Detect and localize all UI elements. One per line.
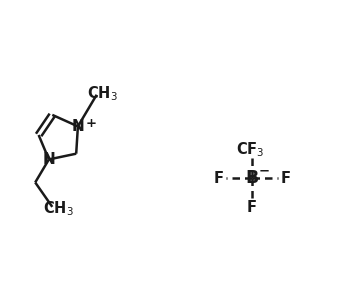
Text: +: + bbox=[86, 117, 97, 130]
Text: B: B bbox=[245, 169, 259, 187]
Text: CH$_3$: CH$_3$ bbox=[87, 84, 118, 103]
Text: N: N bbox=[42, 152, 55, 167]
Text: F: F bbox=[280, 171, 290, 186]
Text: CF$_3$: CF$_3$ bbox=[236, 140, 264, 159]
Text: N: N bbox=[71, 119, 84, 134]
Text: CH$_3$: CH$_3$ bbox=[43, 199, 74, 218]
Text: −: − bbox=[259, 164, 270, 178]
Text: F: F bbox=[247, 200, 257, 215]
Text: F: F bbox=[214, 171, 224, 186]
